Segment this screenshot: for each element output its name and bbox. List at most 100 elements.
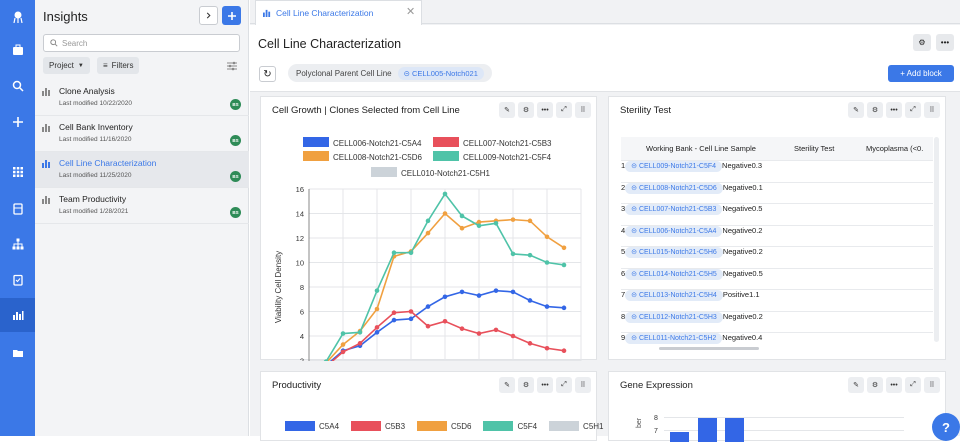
- list-item[interactable]: Team Productivity Last modified 1/28/202…: [35, 188, 249, 224]
- data-point: [375, 307, 380, 312]
- legend-label: C5F4: [517, 422, 537, 431]
- insights-chart-icon[interactable]: [0, 298, 35, 332]
- drag-handle-icon[interactable]: ⠿: [924, 377, 940, 393]
- item-name: Cell Line Characterization: [59, 158, 156, 168]
- data-point: [460, 226, 465, 231]
- app-logo-icon[interactable]: [0, 6, 35, 28]
- drag-handle-icon[interactable]: ⠿: [575, 377, 591, 393]
- add-insight-button[interactable]: [222, 6, 241, 25]
- card-toolbar: ✎⚙•••⤢⠿: [499, 377, 591, 393]
- y-tick-label: 6: [300, 308, 304, 317]
- sample-link[interactable]: ⊝ CELL013-Notch21-C5H4: [625, 290, 723, 299]
- data-point: [426, 231, 431, 236]
- tab-cell-line-characterization[interactable]: Cell Line Characterization ✕: [255, 0, 422, 25]
- sample-link[interactable]: ⊝ CELL015-Notch21-C5H6: [625, 247, 723, 256]
- checklist-icon[interactable]: [0, 269, 35, 291]
- edit-icon[interactable]: ✎: [848, 377, 864, 393]
- expand-icon[interactable]: ⤢: [556, 377, 572, 393]
- folder-icon[interactable]: [0, 342, 35, 364]
- more-button[interactable]: •••: [936, 34, 954, 51]
- sterility-result: Negative: [722, 226, 752, 235]
- data-point: [494, 221, 499, 226]
- y-tick-label: 16: [296, 185, 304, 194]
- apps-grid-icon[interactable]: [0, 161, 35, 183]
- more-icon[interactable]: •••: [886, 377, 902, 393]
- project-dropdown[interactable]: Project ▼: [43, 57, 90, 74]
- expand-icon[interactable]: ⤢: [905, 102, 921, 118]
- drag-handle-icon[interactable]: ⠿: [575, 102, 591, 118]
- list-item[interactable]: Cell Bank Inventory Last modified 11/16/…: [35, 116, 249, 152]
- y-tick-label: 4: [300, 332, 304, 341]
- parent-cell-line-filter[interactable]: Polyclonal Parent Cell Line ⊝ CELL005-No…: [288, 64, 492, 82]
- item-name: Team Productivity: [59, 194, 126, 204]
- refresh-button[interactable]: ↻: [259, 66, 276, 82]
- sample-link[interactable]: ⊝ CELL012-Notch21-C5H3: [625, 312, 723, 321]
- crumb-label: Polyclonal Parent Cell Line: [296, 69, 392, 78]
- sample-link[interactable]: ⊝ CELL006-Notch21-C5A4: [625, 226, 722, 235]
- list-item[interactable]: Clone Analysis Last modified 10/22/2020 …: [35, 80, 249, 116]
- expand-icon[interactable]: ⤢: [556, 102, 572, 118]
- edit-icon[interactable]: ✎: [499, 102, 515, 118]
- card-title: Cell Growth | Clones Selected from Cell …: [272, 105, 460, 116]
- chevron-right-icon: [205, 12, 212, 19]
- data-point: [511, 217, 516, 222]
- notebook-icon[interactable]: [0, 198, 35, 220]
- sample-link[interactable]: ⊝ CELL011-Notch21-C5H2: [625, 333, 722, 342]
- more-icon[interactable]: •••: [886, 102, 902, 118]
- link-icon: ⊝: [631, 228, 639, 235]
- crumb-tag[interactable]: ⊝ CELL005-Notch021: [398, 67, 484, 80]
- data-point: [528, 341, 533, 346]
- search-input[interactable]: Search: [43, 34, 240, 52]
- mycoplasma-value: 1.1: [749, 290, 759, 299]
- expand-button[interactable]: [199, 6, 218, 25]
- add-block-button[interactable]: + Add block: [888, 65, 954, 82]
- plus-icon[interactable]: [0, 111, 35, 133]
- y-axis-label: Viability Cell Density: [274, 251, 283, 323]
- drag-handle-icon[interactable]: ⠿: [924, 102, 940, 118]
- legend-label: C5H1: [583, 422, 603, 431]
- sliders-icon[interactable]: [226, 59, 238, 71]
- sample-link[interactable]: ⊝ CELL007-Notch21-C5B3: [625, 204, 722, 213]
- data-point: [460, 290, 465, 295]
- gear-icon[interactable]: ⚙: [867, 377, 883, 393]
- insights-sidebar: Insights Search Project ▼ ≡ Filters Clon…: [35, 0, 249, 436]
- help-button[interactable]: ?: [932, 413, 960, 441]
- col-header[interactable]: Mycoplasma (<0.: [866, 144, 923, 153]
- gear-icon[interactable]: ⚙: [518, 377, 534, 393]
- tab-label: Cell Line Characterization: [276, 8, 373, 18]
- close-icon[interactable]: ✕: [406, 5, 415, 18]
- item-modified: Last modified 1/28/2021: [59, 208, 128, 215]
- edit-icon[interactable]: ✎: [848, 102, 864, 118]
- col-header[interactable]: Sterility Test: [794, 144, 834, 153]
- gear-icon[interactable]: ⚙: [867, 102, 883, 118]
- settings-button[interactable]: ⚙: [913, 34, 931, 51]
- hierarchy-icon[interactable]: [0, 233, 35, 255]
- bar: [725, 418, 744, 442]
- more-icon[interactable]: •••: [537, 377, 553, 393]
- horizontal-scrollbar[interactable]: [659, 347, 759, 350]
- more-icon[interactable]: •••: [537, 102, 553, 118]
- legend-label: CELL010-Notch21-C5H1: [401, 169, 490, 178]
- sample-link[interactable]: ⊝ CELL009-Notch21-C5F4: [625, 161, 722, 170]
- edit-icon[interactable]: ✎: [499, 377, 515, 393]
- inventory-icon[interactable]: [0, 39, 35, 61]
- col-header[interactable]: Working Bank - Cell Line Sample: [646, 144, 756, 153]
- filters-button[interactable]: ≡ Filters: [97, 57, 139, 74]
- list-item-active[interactable]: Cell Line Characterization Last modified…: [35, 152, 249, 188]
- vertical-scrollbar[interactable]: [934, 137, 939, 342]
- gear-icon[interactable]: ⚙: [518, 102, 534, 118]
- expand-icon[interactable]: ⤢: [905, 377, 921, 393]
- sample-link[interactable]: ⊝ CELL014-Notch21-C5H5: [625, 269, 723, 278]
- link-icon: ⊝: [631, 249, 639, 256]
- sample-link[interactable]: ⊝ CELL008-Notch21-C5D6: [625, 183, 723, 192]
- search-icon[interactable]: [0, 75, 35, 97]
